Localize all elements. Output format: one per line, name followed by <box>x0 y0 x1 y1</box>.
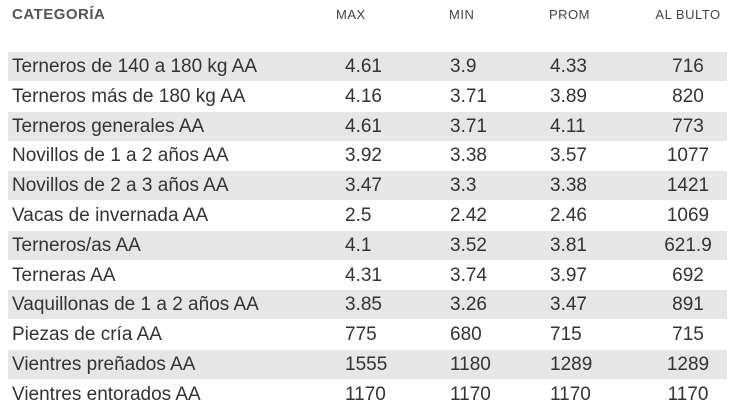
column-header: MAX <box>336 7 366 22</box>
category-cell: Terneros de 140 a 180 kg AA <box>12 56 258 77</box>
value-cell: 4.33 <box>550 56 587 77</box>
value-cell: 3.74 <box>450 264 487 286</box>
category-cell: Vientres preñados AA <box>12 354 196 375</box>
value-cell: 4.31 <box>345 264 382 286</box>
value-cell: 1069 <box>666 205 710 226</box>
category-cell: Piezas de cría AA <box>12 324 162 346</box>
table-row: Vacas de invernada AA 2.5 2.42 2.46 1069 <box>8 201 727 230</box>
value-cell: 2.42 <box>450 205 487 226</box>
value-cell: 1170 <box>450 383 491 405</box>
category-cell: Terneros más de 180 kg AA <box>12 85 246 107</box>
value-cell: 1077 <box>666 145 710 167</box>
table-row: Terneros más de 180 kg AA 4.16 3.71 3.89 820 <box>8 82 727 111</box>
value-cell: 1289 <box>666 354 710 375</box>
table-row: Terneras AA 4.31 3.74 3.97 692 <box>8 261 727 290</box>
column-header: CATEGORÍA <box>12 6 106 23</box>
value-cell: 4.1 <box>345 234 372 256</box>
value-cell: 716 <box>672 56 704 77</box>
value-cell: 3.47 <box>550 294 587 316</box>
value-cell: 3.3 <box>450 175 477 197</box>
table-row: Vientres entorados AA 1170 1170 1170 1170 <box>8 380 727 409</box>
value-cell: 3.57 <box>550 145 587 167</box>
value-cell: 3.97 <box>550 264 587 286</box>
value-cell: 2.5 <box>345 205 372 226</box>
category-cell: Novillos de 1 a 2 años AA <box>12 145 229 167</box>
value-cell: 621.9 <box>664 234 712 256</box>
value-cell: 1289 <box>550 354 593 375</box>
value-cell: 1170 <box>550 383 591 405</box>
value-cell: 3.89 <box>550 85 587 107</box>
value-cell: 3.81 <box>550 234 587 256</box>
table-row: Terneros de 140 a 180 kg AA 4.61 3.9 4.33 71… <box>8 52 727 81</box>
value-cell: 820 <box>672 85 704 107</box>
table-row: Novillos de 1 a 2 años AA 3.92 3.38 3.57 107… <box>8 141 727 170</box>
value-cell: 3.47 <box>345 175 382 197</box>
table-row: Vientres preñados AA 1555 1180 1289 1289 <box>8 350 727 379</box>
category-cell: Vaquillonas de 1 a 2 años AA <box>12 294 259 316</box>
value-cell: 3.9 <box>450 56 477 77</box>
value-cell: 3.92 <box>345 145 382 167</box>
value-cell: 715 <box>672 324 704 346</box>
value-cell: 4.61 <box>345 115 382 137</box>
value-cell: 2.46 <box>550 205 587 226</box>
table-row: Terneros generales AA 4.61 3.71 4.11 773 <box>8 111 727 141</box>
category-cell: Terneras AA <box>12 264 116 286</box>
category-cell: Terneros generales AA <box>12 115 205 137</box>
value-cell: 1170 <box>667 383 709 405</box>
category-cell: Terneros/as AA <box>12 234 141 256</box>
value-cell: 692 <box>672 264 704 286</box>
table-row: Piezas de cría AA 775 680 715 715 <box>8 320 727 349</box>
table-row: Vaquillonas de 1 a 2 años AA 3.85 3.26 3.47… <box>8 290 727 320</box>
column-header: AL BULTO <box>655 7 721 22</box>
column-header: MIN <box>449 7 475 22</box>
value-cell: 4.61 <box>345 56 382 77</box>
value-cell: 891 <box>672 294 704 316</box>
value-cell: 3.26 <box>450 294 487 316</box>
value-cell: 1555 <box>345 354 388 375</box>
value-cell: 3.85 <box>345 294 382 316</box>
category-cell: Novillos de 2 a 3 años AA <box>12 175 229 197</box>
value-cell: 1421 <box>666 175 710 197</box>
category-cell: Vacas de invernada AA <box>12 205 209 226</box>
value-cell: 1180 <box>450 354 491 375</box>
column-header: PROM <box>549 7 590 22</box>
value-cell: 775 <box>345 324 377 346</box>
value-cell: 715 <box>550 324 582 346</box>
value-cell: 3.71 <box>450 85 487 107</box>
value-cell: 1170 <box>345 383 386 405</box>
value-cell: 3.38 <box>450 145 487 167</box>
value-cell: 773 <box>672 115 704 137</box>
value-cell: 3.38 <box>550 175 587 197</box>
value-cell: 680 <box>450 324 482 346</box>
table-row: Terneros/as AA 4.1 3.52 3.81 621.9 <box>8 230 727 260</box>
category-cell: Vientres entorados AA <box>12 383 201 405</box>
table-row: Novillos de 2 a 3 años AA 3.47 3.3 3.38 1421 <box>8 171 727 201</box>
value-cell: 4.11 <box>550 115 586 137</box>
value-cell: 3.52 <box>450 234 487 256</box>
value-cell: 3.71 <box>450 115 487 137</box>
value-cell: 4.16 <box>345 85 382 107</box>
